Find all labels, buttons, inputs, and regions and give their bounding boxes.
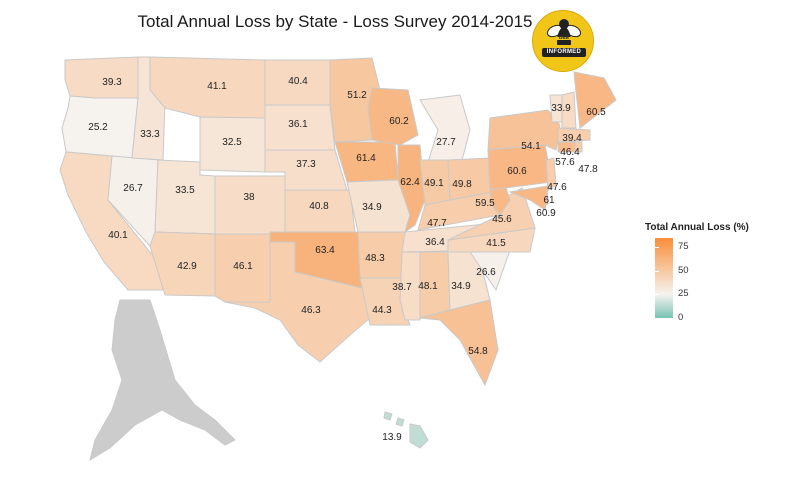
state-label-oh: 49.8 bbox=[452, 179, 472, 190]
state-label-mi: 27.7 bbox=[436, 137, 456, 148]
state-label-nm: 46.1 bbox=[233, 261, 253, 272]
state-label-ma: 46.4 bbox=[560, 147, 580, 158]
state-ri bbox=[574, 141, 583, 153]
legend-tick-label: 0 bbox=[678, 312, 684, 323]
legend-tick-mark bbox=[655, 270, 659, 272]
state-label-nh: 39.4 bbox=[562, 133, 582, 144]
state-label-ne: 37.3 bbox=[296, 159, 316, 170]
state-label-ok: 63.4 bbox=[315, 245, 335, 256]
state-label-la: 44.3 bbox=[372, 305, 392, 316]
state-label-mn: 51.2 bbox=[347, 90, 367, 101]
legend-tick-label: 25 bbox=[678, 288, 689, 300]
state-tx bbox=[224, 241, 371, 363]
state-md bbox=[508, 185, 549, 211]
state-label-in: 49.1 bbox=[424, 178, 444, 189]
state-label-nd: 40.4 bbox=[288, 76, 308, 87]
legend-tick-mark bbox=[655, 247, 659, 249]
state-ma bbox=[557, 127, 591, 143]
state-ak bbox=[89, 299, 236, 462]
state-co bbox=[214, 175, 286, 235]
state-label-id: 33.3 bbox=[140, 129, 160, 140]
state-label-wy: 32.5 bbox=[222, 137, 242, 148]
state-nh bbox=[561, 91, 577, 129]
state-label-or: 25.2 bbox=[88, 122, 108, 133]
state-label-al: 48.1 bbox=[418, 281, 438, 292]
state-ny bbox=[487, 109, 561, 151]
state-label-pa: 60.6 bbox=[507, 166, 527, 177]
state-label-mo: 34.9 bbox=[362, 202, 382, 213]
bee-informed-logo: BEE INFORMED bbox=[532, 10, 594, 72]
state-mi bbox=[419, 94, 471, 163]
state-label-ky: 47.7 bbox=[427, 218, 447, 229]
state-label-ny: 54.1 bbox=[521, 141, 541, 152]
state-label-il: 62.4 bbox=[400, 177, 420, 188]
state-label-sd: 36.1 bbox=[288, 119, 308, 130]
state-hi bbox=[383, 411, 429, 449]
state-label-hi: 13.9 bbox=[382, 432, 402, 443]
state-label-ct: 57.6 bbox=[555, 157, 575, 168]
state-label-wv: 59.5 bbox=[475, 198, 495, 209]
state-nj bbox=[545, 157, 557, 191]
state-label-ia: 61.4 bbox=[356, 153, 376, 164]
legend-title: Total Annual Loss (%) bbox=[645, 222, 749, 233]
state-label-ri: 47.8 bbox=[578, 164, 598, 175]
state-label-co: 38 bbox=[243, 192, 255, 203]
state-az bbox=[149, 231, 216, 297]
state-label-ca: 40.1 bbox=[108, 230, 128, 241]
labels-layer: 39.3 25.2 40.1 26.7 33.3 41.1 32.5 33.5 42.9 38 46… bbox=[88, 76, 606, 443]
state-ks bbox=[284, 189, 356, 235]
state-label-fl: 54.8 bbox=[468, 346, 488, 357]
state-label-ut: 33.5 bbox=[175, 185, 195, 196]
legend-tick-mark bbox=[655, 294, 659, 296]
state-label-ks: 40.8 bbox=[309, 201, 329, 212]
state-label-mt: 41.1 bbox=[207, 81, 227, 92]
logo-text-bottom: INFORMED bbox=[546, 49, 582, 55]
state-label-nv: 26.7 bbox=[123, 183, 143, 194]
legend-tick-label: 75 bbox=[678, 241, 689, 253]
map-title: Total Annual Loss by State - Loss Survey… bbox=[137, 12, 533, 31]
state-il bbox=[397, 144, 426, 234]
legend-tick-label: 50 bbox=[678, 264, 689, 276]
state-label-ga: 34.9 bbox=[451, 281, 471, 292]
state-label-wa: 39.3 bbox=[102, 77, 122, 88]
state-label-nj: 47.6 bbox=[547, 182, 567, 193]
state-label-de: 61 bbox=[543, 195, 555, 206]
state-label-me: 60.5 bbox=[586, 107, 606, 118]
bee-icon bbox=[542, 19, 586, 57]
state-label-az: 42.9 bbox=[177, 261, 197, 272]
state-me bbox=[573, 71, 617, 129]
state-label-md: 60.9 bbox=[536, 208, 556, 219]
logo-text-top: BEE bbox=[558, 35, 570, 41]
state-label-ms: 38.7 bbox=[392, 282, 412, 293]
state-label-ar: 48.3 bbox=[365, 253, 385, 264]
legend-color-bar bbox=[655, 238, 673, 318]
state-label-nc: 41.5 bbox=[486, 238, 506, 249]
legend-tick-mark bbox=[655, 318, 659, 319]
state-ut bbox=[154, 159, 216, 235]
state-label-sc: 26.6 bbox=[476, 267, 496, 278]
state-label-wi: 60.2 bbox=[389, 116, 409, 127]
state-label-vt: 33.9 bbox=[551, 103, 571, 114]
legend: Total Annual Loss (%) 75 50 25 0 bbox=[645, 222, 785, 332]
state-label-va: 45.6 bbox=[492, 214, 512, 225]
state-ms bbox=[399, 251, 421, 321]
state-label-tn: 36.4 bbox=[425, 237, 445, 248]
state-label-tx: 46.3 bbox=[301, 305, 321, 316]
states-layer bbox=[59, 56, 617, 462]
state-fl bbox=[419, 299, 499, 387]
